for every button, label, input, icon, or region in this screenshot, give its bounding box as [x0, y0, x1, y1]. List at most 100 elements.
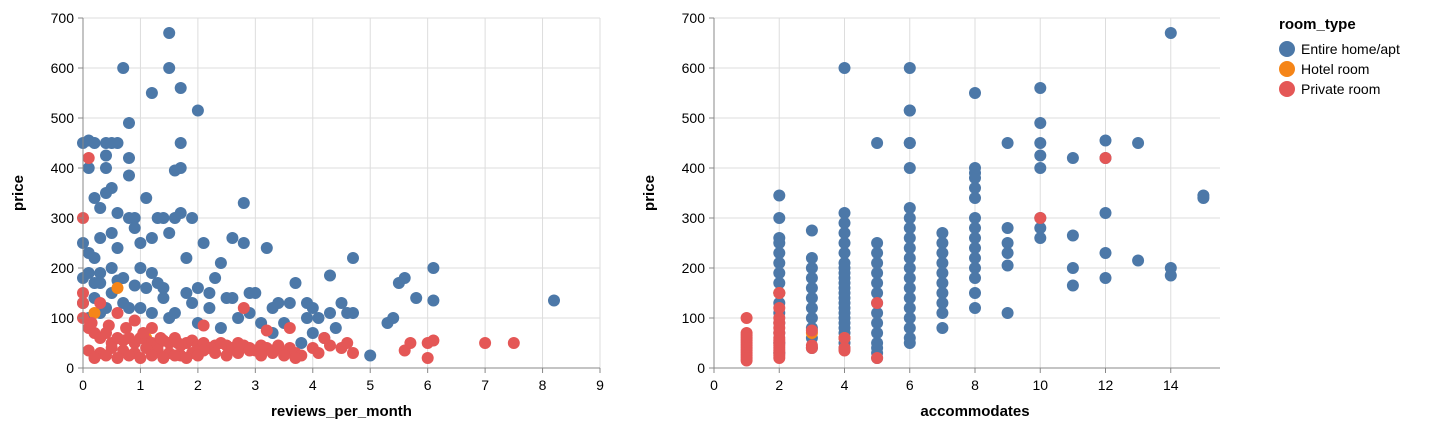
data-point [1034, 232, 1047, 244]
data-point [903, 137, 916, 149]
data-point [306, 327, 319, 339]
data-point [871, 237, 884, 249]
data-point [548, 294, 560, 307]
data-point [154, 332, 167, 344]
data-point [168, 349, 181, 362]
data-point [94, 232, 107, 244]
data-point [111, 207, 124, 219]
data-point [936, 307, 949, 319]
y-tick-label: 600 [682, 60, 706, 76]
data-point [838, 272, 851, 284]
data-point [128, 314, 141, 327]
data-point [312, 347, 325, 359]
data-point [969, 182, 981, 194]
data-point [123, 302, 135, 314]
data-point [1001, 307, 1014, 319]
data-point [283, 322, 296, 334]
y-axis-title: price [641, 175, 658, 211]
data-point [123, 152, 135, 164]
data-point [969, 192, 981, 204]
data-point [163, 312, 176, 324]
x-tick-label: 10 [1032, 377, 1048, 393]
data-point [128, 212, 141, 224]
data-point [903, 222, 916, 234]
data-point [111, 137, 124, 149]
data-point [427, 294, 440, 307]
data-point [260, 324, 273, 337]
data-point [232, 312, 245, 324]
y-tick-label: 0 [697, 360, 705, 376]
data-point [278, 349, 291, 362]
data-point [329, 322, 342, 334]
data-point [936, 287, 949, 299]
data-point [805, 302, 818, 314]
data-point [88, 137, 101, 149]
data-point [128, 279, 141, 292]
data-point [111, 352, 124, 364]
x-tick-label: 14 [1163, 377, 1179, 393]
x-tick-label: 2 [775, 377, 783, 393]
data-point [903, 292, 916, 304]
data-point [969, 252, 981, 264]
data-point [1066, 152, 1079, 164]
data-point [1099, 207, 1112, 219]
legend-swatch-entire-home [1279, 41, 1295, 57]
x-tick-label: 6 [906, 377, 914, 393]
data-point [1001, 259, 1014, 272]
data-point [838, 292, 851, 304]
legend-item-private-room: Private room [1279, 79, 1400, 99]
data-point [1132, 137, 1145, 149]
data-point [1066, 279, 1079, 292]
data-point [805, 252, 818, 264]
data-point [123, 117, 135, 129]
data-point [969, 302, 981, 314]
data-point [805, 282, 818, 294]
data-point [969, 232, 981, 244]
data-point [209, 272, 222, 284]
data-point [134, 352, 147, 364]
data-point [94, 267, 107, 279]
data-point [88, 192, 101, 204]
data-point [123, 169, 135, 182]
data-point [191, 104, 204, 117]
data-point [1034, 117, 1047, 129]
data-point [94, 297, 107, 309]
legend-item-entire-home: Entire home/apt [1279, 39, 1400, 59]
data-point [134, 302, 147, 314]
data-point [174, 82, 187, 94]
x-tick-label: 5 [366, 377, 374, 393]
data-point [871, 307, 884, 319]
data-point [1066, 262, 1079, 274]
data-point [838, 227, 851, 239]
data-point [1066, 229, 1079, 242]
data-point [838, 312, 851, 324]
data-point [936, 247, 949, 259]
data-point [1001, 247, 1014, 259]
data-point [773, 302, 786, 314]
data-point [838, 342, 851, 354]
data-point [427, 334, 440, 347]
data-point [105, 227, 118, 239]
x-tick-label: 0 [79, 377, 87, 393]
data-point [197, 237, 210, 249]
data-point [220, 292, 233, 304]
data-point [903, 202, 916, 214]
data-point [180, 352, 193, 364]
data-point [773, 287, 786, 299]
data-point [134, 262, 147, 274]
y-tick-label: 300 [51, 210, 75, 226]
data-point [191, 349, 204, 362]
data-point [272, 297, 285, 309]
data-point [392, 277, 405, 289]
data-point [220, 349, 233, 362]
y-tick-label: 500 [51, 110, 75, 126]
data-point [507, 337, 520, 349]
data-point [1099, 247, 1112, 259]
data-point [243, 344, 256, 357]
data-point [871, 297, 884, 309]
data-point [364, 349, 377, 362]
data-point [145, 87, 158, 99]
data-point [773, 247, 786, 259]
data-point [145, 307, 158, 319]
